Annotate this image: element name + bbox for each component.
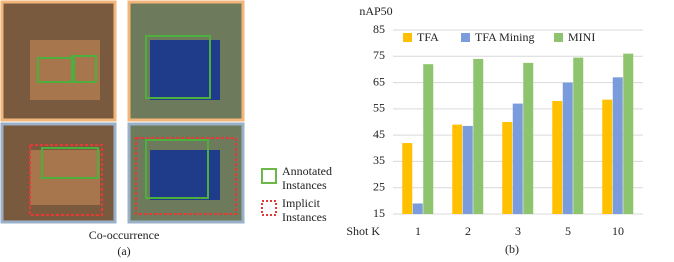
caption: (a) xyxy=(117,244,130,258)
bar xyxy=(612,77,623,214)
legend-label: Implicit Instances xyxy=(282,196,327,224)
bar xyxy=(502,122,513,214)
y-tick-label: 75 xyxy=(373,48,385,62)
legend-marker xyxy=(554,33,563,42)
photo-tile xyxy=(127,122,245,224)
bar xyxy=(512,103,523,214)
legend-label: MINI xyxy=(568,30,595,44)
legend-label: Annotated Instances xyxy=(282,164,332,192)
x-tick-label: 10 xyxy=(612,224,624,238)
bar xyxy=(423,64,434,215)
bar xyxy=(623,53,634,215)
legend-marker xyxy=(261,168,277,184)
legend-marker xyxy=(403,33,412,42)
y-tick-label: 85 xyxy=(373,22,385,36)
bar xyxy=(523,62,534,214)
bar xyxy=(573,57,584,214)
legend-marker xyxy=(461,33,470,42)
photo-tile xyxy=(127,0,245,122)
y-tick-label: 25 xyxy=(373,179,385,193)
bar xyxy=(402,143,413,214)
x-tick-label: 5 xyxy=(565,224,571,238)
x-tick-label: 3 xyxy=(515,224,521,238)
caption: (b) xyxy=(505,242,519,256)
x-tick-label: 1 xyxy=(415,224,421,238)
bar xyxy=(462,125,473,214)
photo-tile xyxy=(0,122,117,224)
y-tick-label: 15 xyxy=(373,206,385,220)
bar xyxy=(552,100,563,214)
y-tick-label: 35 xyxy=(373,153,385,167)
x-axis-label: Shot K xyxy=(346,224,380,238)
y-tick-label: 65 xyxy=(373,74,385,88)
bar xyxy=(602,99,613,214)
caption: Co-occurrence xyxy=(89,228,160,242)
bar xyxy=(412,203,423,214)
photo-tile xyxy=(0,0,117,122)
x-tick-label: 2 xyxy=(465,224,471,238)
bar xyxy=(473,58,484,214)
legend-label: TFA Mining xyxy=(475,30,534,44)
bar xyxy=(562,82,573,214)
y-tick-label: 45 xyxy=(373,127,385,141)
legend-label: TFA xyxy=(417,30,439,44)
legend-marker xyxy=(261,200,277,216)
y-axis-label: nAP50 xyxy=(359,4,392,18)
y-tick-label: 55 xyxy=(373,101,385,115)
bar xyxy=(452,124,463,214)
